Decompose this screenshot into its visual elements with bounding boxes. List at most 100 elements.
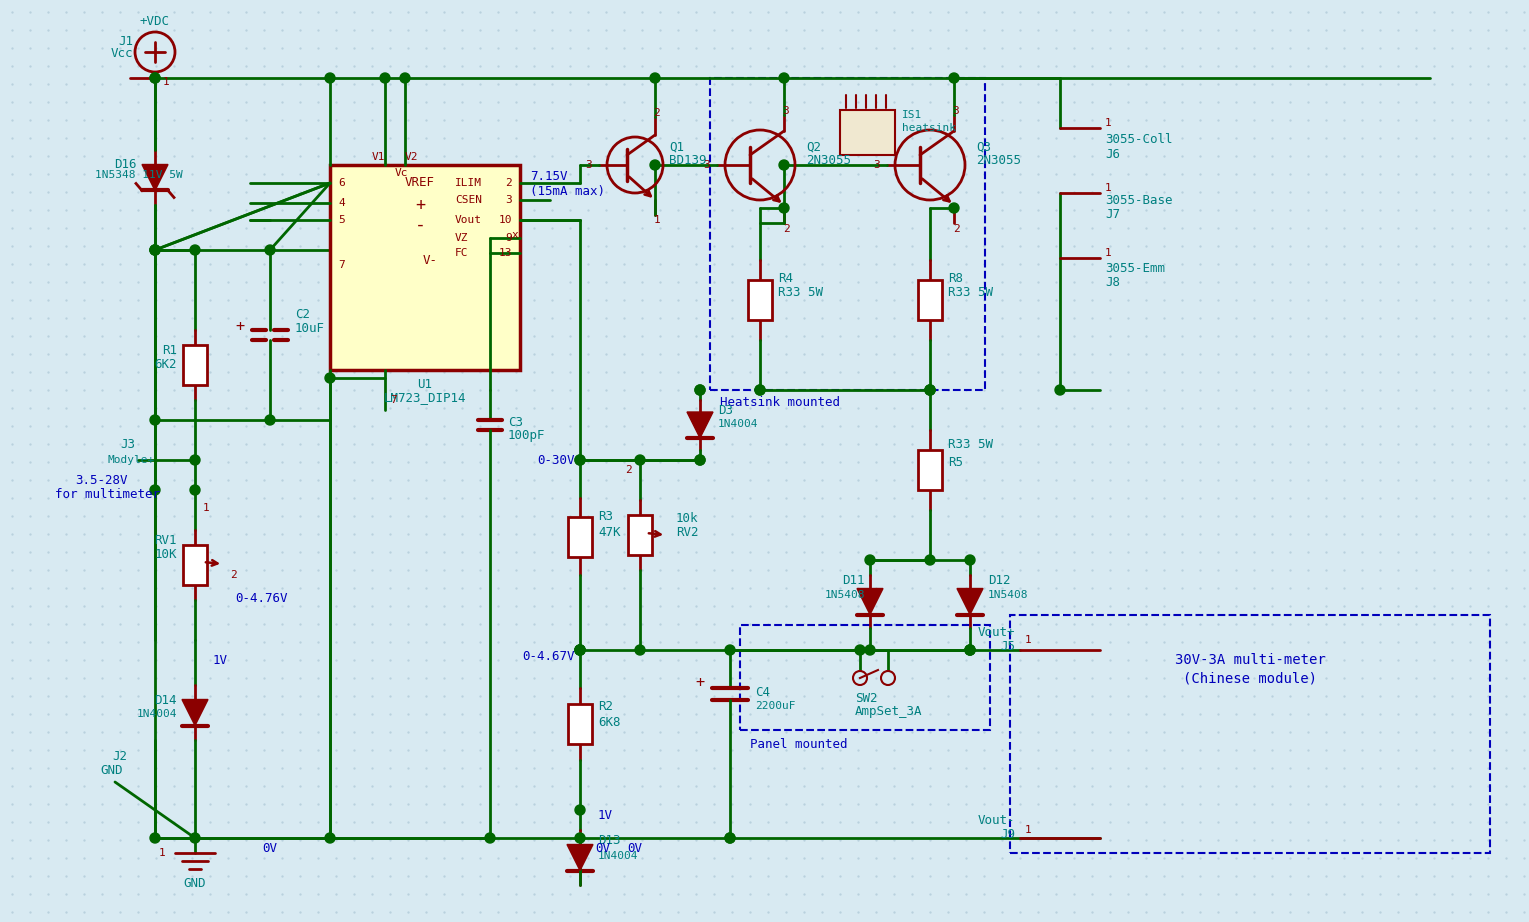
- Text: +: +: [696, 675, 705, 690]
- Text: GND: GND: [99, 763, 122, 776]
- Text: 10uF: 10uF: [295, 322, 326, 335]
- Text: 3: 3: [703, 160, 711, 170]
- Circle shape: [635, 645, 645, 655]
- Text: 2N3055: 2N3055: [976, 155, 1021, 168]
- Text: J5: J5: [1000, 640, 1015, 653]
- Text: FC: FC: [456, 248, 468, 258]
- Text: Vout-: Vout-: [977, 813, 1015, 826]
- Text: 7.15V: 7.15V: [531, 171, 567, 183]
- Circle shape: [778, 203, 789, 213]
- Circle shape: [190, 833, 200, 843]
- Text: 4: 4: [338, 198, 344, 208]
- Text: Vc: Vc: [394, 168, 408, 178]
- Text: RV1: RV1: [154, 534, 177, 547]
- Circle shape: [190, 455, 200, 465]
- Circle shape: [855, 645, 865, 655]
- Text: R33 5W: R33 5W: [778, 287, 823, 300]
- Circle shape: [965, 645, 976, 655]
- Circle shape: [381, 73, 390, 83]
- Text: (Chinese module): (Chinese module): [1183, 671, 1316, 685]
- Text: V2: V2: [405, 152, 419, 162]
- Circle shape: [575, 833, 586, 843]
- Text: heatsink: heatsink: [902, 123, 956, 133]
- Text: 1: 1: [1105, 118, 1112, 128]
- Text: D14: D14: [154, 693, 177, 706]
- Text: R4: R4: [778, 271, 794, 285]
- Text: for multimeter: for multimeter: [55, 489, 161, 502]
- Circle shape: [925, 555, 936, 565]
- Bar: [567, 704, 592, 744]
- Polygon shape: [567, 845, 593, 870]
- Circle shape: [1055, 385, 1066, 395]
- Text: -: -: [414, 216, 425, 234]
- Text: R5: R5: [948, 455, 963, 468]
- Text: 0-30V: 0-30V: [538, 454, 575, 467]
- Text: R33 5W: R33 5W: [948, 287, 992, 300]
- Text: 2N3055: 2N3055: [806, 155, 852, 168]
- Circle shape: [950, 203, 959, 213]
- Circle shape: [755, 385, 764, 395]
- Text: R8: R8: [948, 271, 963, 285]
- Text: 3: 3: [586, 160, 592, 170]
- Text: R2: R2: [598, 700, 613, 713]
- Text: 7: 7: [338, 260, 344, 270]
- Circle shape: [925, 385, 936, 395]
- Text: 1N4004: 1N4004: [598, 851, 639, 861]
- Text: 13: 13: [498, 248, 512, 258]
- Text: 1: 1: [164, 77, 170, 87]
- Text: 2: 2: [229, 570, 237, 580]
- Text: V1: V1: [372, 152, 385, 162]
- Bar: [567, 516, 592, 557]
- Text: +VDC: +VDC: [141, 16, 170, 29]
- Text: 10k: 10k: [676, 512, 699, 525]
- Text: RV2: RV2: [676, 526, 699, 539]
- Circle shape: [696, 455, 705, 465]
- Circle shape: [150, 485, 161, 495]
- Text: 1N4004: 1N4004: [719, 419, 758, 429]
- Circle shape: [725, 833, 735, 843]
- Text: Vout+: Vout+: [977, 625, 1015, 639]
- Text: CSEN: CSEN: [456, 195, 482, 205]
- Text: 6K2: 6K2: [154, 359, 177, 372]
- Circle shape: [696, 455, 705, 465]
- Polygon shape: [142, 164, 168, 191]
- Circle shape: [150, 415, 161, 425]
- Text: R1: R1: [162, 344, 177, 357]
- Circle shape: [326, 373, 335, 383]
- Circle shape: [650, 160, 661, 170]
- Text: D11: D11: [842, 573, 865, 586]
- Circle shape: [150, 245, 161, 255]
- Text: Modyle+: Modyle+: [109, 455, 156, 465]
- Bar: [183, 545, 206, 585]
- Text: 0-4.67V: 0-4.67V: [523, 649, 575, 663]
- Circle shape: [925, 385, 936, 395]
- Bar: [330, 165, 520, 370]
- Text: 1: 1: [157, 848, 165, 858]
- Text: 7: 7: [390, 395, 396, 405]
- Text: ILIM: ILIM: [456, 178, 482, 188]
- Bar: [709, 78, 985, 390]
- Text: 1: 1: [1105, 183, 1112, 193]
- Text: IS1: IS1: [902, 110, 922, 120]
- Circle shape: [150, 73, 161, 83]
- Circle shape: [778, 73, 789, 83]
- Text: C2: C2: [295, 309, 310, 322]
- Text: 10: 10: [498, 215, 512, 225]
- Circle shape: [150, 245, 161, 255]
- Polygon shape: [957, 588, 983, 614]
- Circle shape: [150, 245, 161, 255]
- Circle shape: [575, 645, 586, 655]
- Text: 2: 2: [953, 224, 959, 234]
- Text: C4: C4: [755, 685, 771, 699]
- Circle shape: [696, 385, 705, 395]
- Text: Q3: Q3: [976, 140, 991, 153]
- Circle shape: [575, 645, 586, 655]
- Text: J3: J3: [119, 439, 135, 452]
- Circle shape: [575, 645, 586, 655]
- Text: 2: 2: [783, 224, 789, 234]
- Text: J6: J6: [1105, 148, 1121, 161]
- Text: SW2: SW2: [855, 692, 878, 704]
- Circle shape: [865, 645, 875, 655]
- Text: 100pF: 100pF: [508, 430, 546, 443]
- Circle shape: [725, 833, 735, 843]
